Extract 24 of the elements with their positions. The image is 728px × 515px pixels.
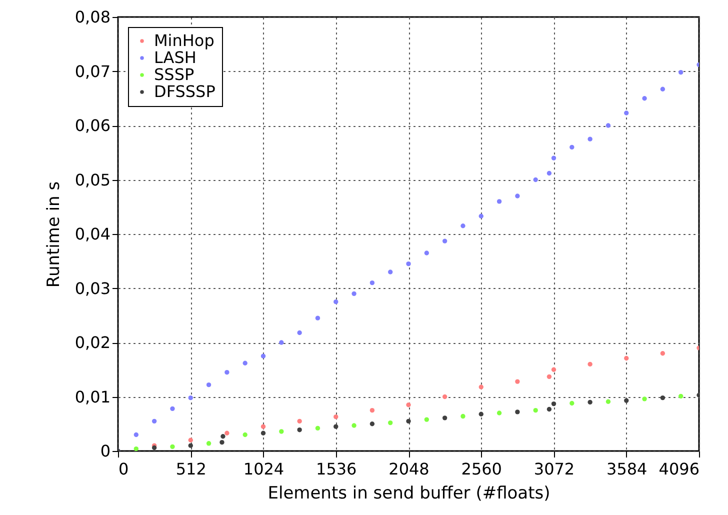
x-tick-label: 1536 xyxy=(316,460,357,478)
y-tick-label: 0,05 xyxy=(74,170,110,190)
x-tick-label: 3072 xyxy=(534,460,575,478)
y-tick-label: 0,01 xyxy=(74,387,110,406)
y-tick-label: 0 xyxy=(100,442,110,460)
x-tick-label: 2560 xyxy=(461,460,502,478)
x-tick-label: 512 xyxy=(176,460,206,478)
legend-label: SSSP xyxy=(154,65,194,84)
y-tick-label: 0,07 xyxy=(74,62,110,81)
x-tick-label: 0 xyxy=(118,460,129,478)
x-tick-label: 1024 xyxy=(243,460,284,478)
x-axis-title: Elements in send buffer (#floats) xyxy=(268,484,550,504)
x-tick-label: 4096 xyxy=(658,460,700,478)
y-tick-label: 0,06 xyxy=(74,116,110,135)
legend-label: LASH xyxy=(154,48,196,67)
x-tick-label: 3584 xyxy=(606,460,648,478)
legend-label: MinHop xyxy=(154,31,214,50)
y-tick-label: 0,02 xyxy=(74,333,110,352)
x-tick-label: 2048 xyxy=(388,460,430,478)
y-tick-label: 0,03 xyxy=(74,278,110,298)
y-tick-label: 0,04 xyxy=(74,224,110,244)
legend-label: DFSSSP xyxy=(154,82,216,101)
y-tick-label: 0,08 xyxy=(74,8,110,26)
y-axis-title: Runtime in s xyxy=(44,181,64,288)
